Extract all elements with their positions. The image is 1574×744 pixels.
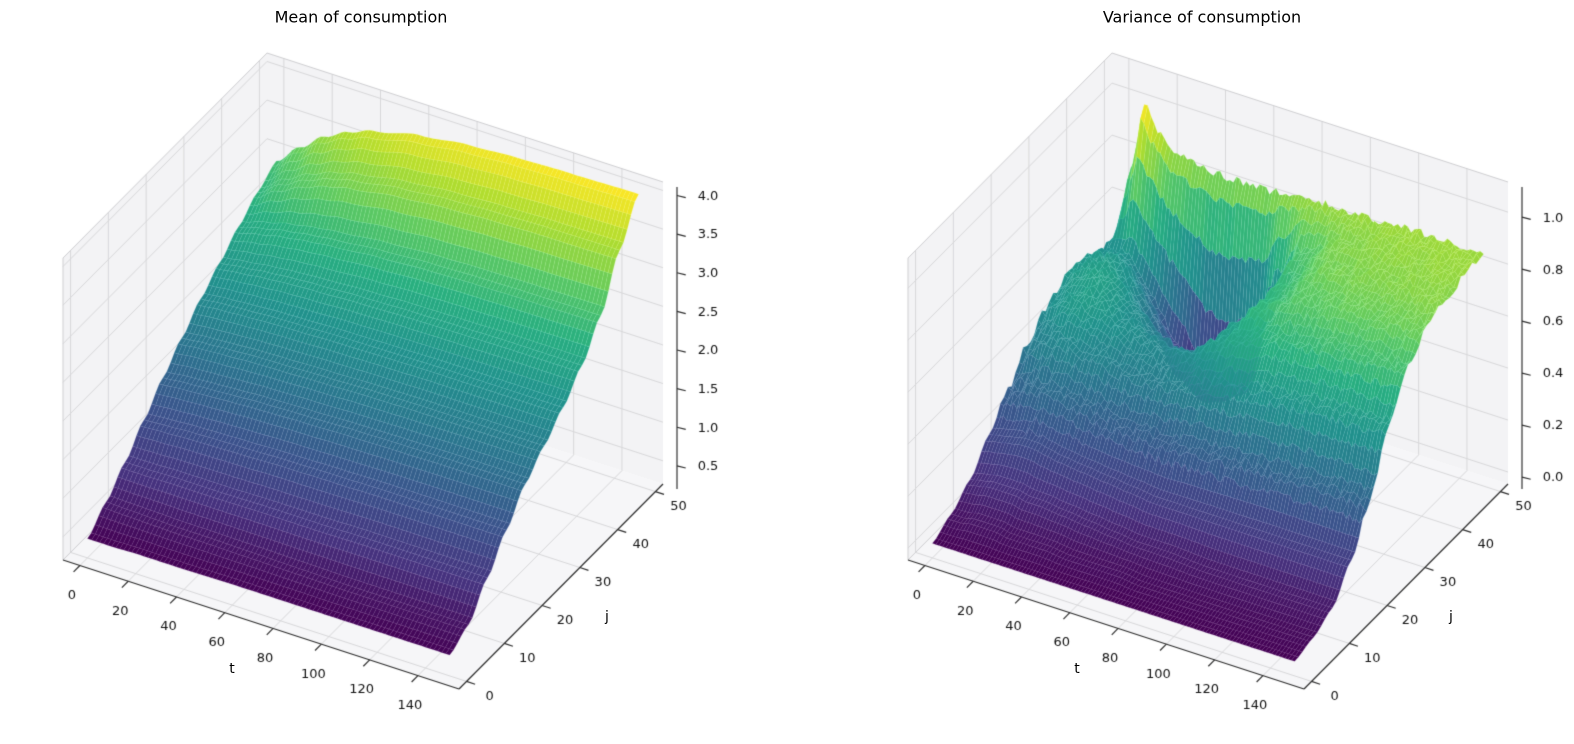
y-axis-label-left: j [605, 609, 609, 625]
y-axis-label-right: j [1449, 609, 1453, 625]
x-axis-label-right: t [1074, 661, 1080, 677]
plot-title-mean: Mean of consumption [274, 7, 448, 27]
x-axis-label-left: t [229, 661, 235, 677]
plot-title-variance: Variance of consumption [1102, 7, 1302, 27]
